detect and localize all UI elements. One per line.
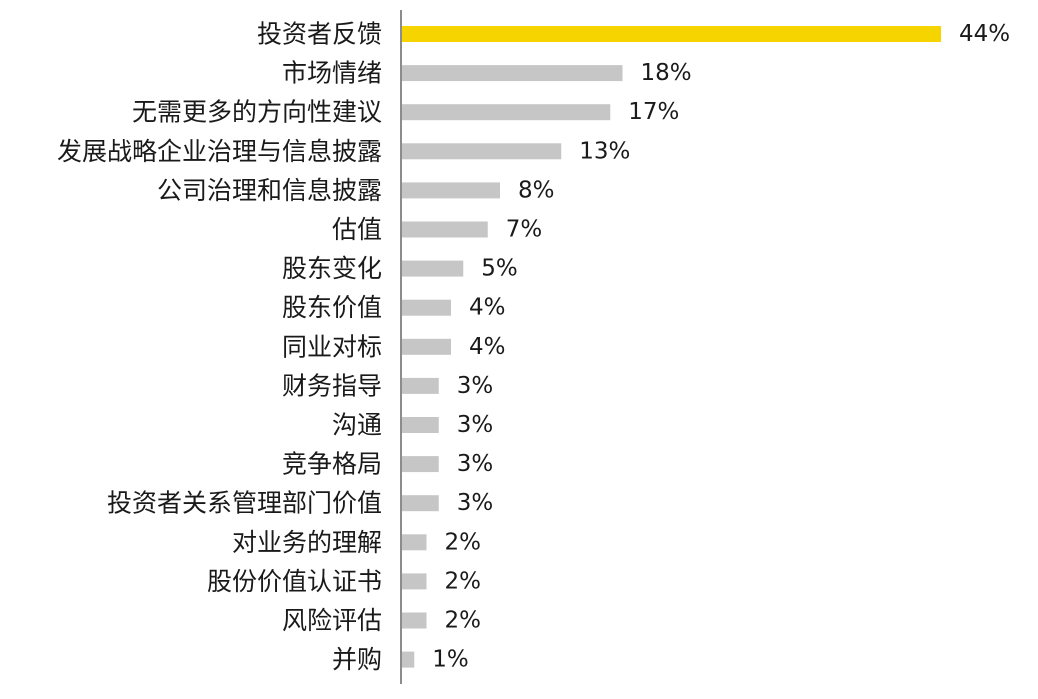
value-label: 5% bbox=[481, 256, 518, 282]
value-label: 4% bbox=[469, 334, 506, 360]
value-label: 2% bbox=[445, 608, 482, 634]
category-label: 发展战略企业治理与信息披露 bbox=[57, 137, 382, 166]
bar bbox=[402, 182, 500, 199]
category-label: 估值 bbox=[332, 215, 382, 244]
bar bbox=[402, 534, 427, 551]
value-label: 3% bbox=[457, 451, 494, 477]
category-label: 财务指导 bbox=[282, 371, 382, 400]
bar bbox=[402, 260, 464, 277]
bar bbox=[402, 456, 439, 473]
value-label: 3% bbox=[457, 412, 494, 438]
value-label: 4% bbox=[469, 295, 506, 321]
category-label: 市场情绪 bbox=[282, 59, 382, 88]
category-label: 沟通 bbox=[332, 411, 382, 440]
value-labels: 44% 18% 17% 13% 8% 7% 5% 4% 4% 3% 3% 3% 3% 2% 2% 2% 1% bbox=[432, 21, 1010, 673]
bar bbox=[402, 299, 451, 316]
category-label: 投资者关系管理部门价值 bbox=[107, 489, 382, 518]
bar bbox=[402, 65, 623, 82]
value-label: 3% bbox=[457, 490, 494, 516]
value-label: 8% bbox=[518, 177, 555, 203]
category-label: 股东变化 bbox=[282, 254, 382, 283]
bar bbox=[402, 612, 427, 629]
bar bbox=[402, 26, 941, 42]
value-label: 3% bbox=[457, 373, 494, 399]
category-label: 股份价值认证书 bbox=[207, 567, 382, 596]
value-label: 1% bbox=[432, 647, 469, 673]
value-label: 17% bbox=[628, 99, 679, 125]
bar bbox=[402, 221, 488, 238]
bar bbox=[402, 104, 611, 121]
category-label: 风险评估 bbox=[282, 606, 382, 635]
value-label: 2% bbox=[445, 568, 482, 594]
value-label: 13% bbox=[579, 138, 630, 164]
category-label: 股东价值 bbox=[282, 293, 382, 322]
value-label: 44% bbox=[959, 21, 1010, 47]
category-label: 竞争格局 bbox=[282, 450, 382, 479]
bar bbox=[402, 143, 562, 160]
category-label: 投资者反馈 bbox=[257, 20, 382, 49]
bar bbox=[402, 651, 415, 668]
category-labels: 投资者反馈市场情绪无需更多的方向性建议发展战略企业治理与信息披露公司治理和信息披… bbox=[57, 20, 382, 675]
bar bbox=[402, 495, 439, 512]
bar bbox=[402, 338, 451, 355]
category-label: 并购 bbox=[332, 645, 382, 674]
category-label: 公司治理和信息披露 bbox=[157, 176, 382, 205]
bar bbox=[402, 417, 439, 433]
category-label: 同业对标 bbox=[282, 332, 382, 361]
bars-layer bbox=[402, 26, 941, 668]
category-label: 无需更多的方向性建议 bbox=[132, 98, 382, 127]
bar bbox=[402, 377, 439, 394]
value-label: 18% bbox=[641, 60, 692, 86]
bar bbox=[402, 573, 427, 590]
value-label: 2% bbox=[445, 529, 482, 555]
value-label: 7% bbox=[506, 217, 543, 243]
category-label: 对业务的理解 bbox=[232, 528, 382, 557]
